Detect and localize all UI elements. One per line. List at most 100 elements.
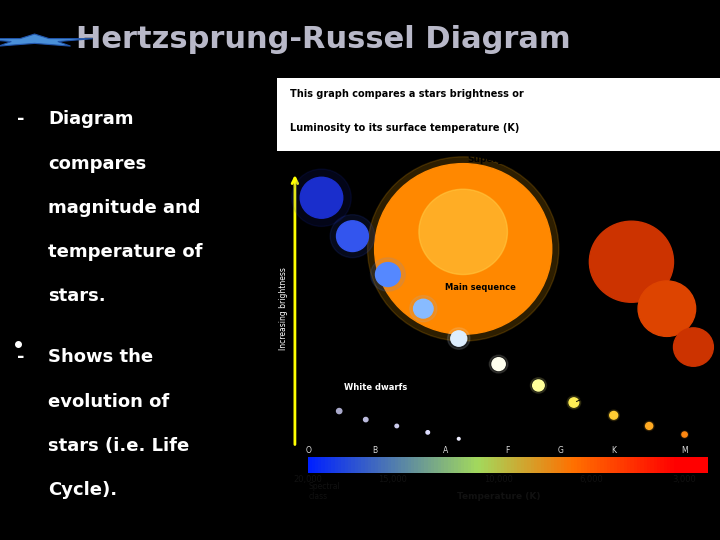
Text: stars (i.e. Life: stars (i.e. Life [48, 437, 189, 455]
Text: Spectral
class: Spectral class [308, 482, 340, 502]
Bar [650, 457, 654, 473]
Circle shape [610, 411, 618, 419]
Circle shape [646, 423, 653, 429]
Bar [518, 457, 521, 473]
Bar [388, 457, 392, 473]
Circle shape [376, 262, 400, 287]
Bar [613, 457, 618, 473]
Bar [372, 457, 376, 473]
Bar [382, 457, 385, 473]
Bar [624, 457, 628, 473]
Bar [700, 457, 704, 473]
Bar [405, 457, 409, 473]
Bar [654, 457, 658, 473]
Circle shape [682, 432, 687, 437]
Circle shape [367, 157, 559, 341]
Circle shape [336, 408, 342, 414]
Bar [531, 457, 535, 473]
Bar [444, 457, 449, 473]
Text: O: O [305, 446, 311, 455]
Bar [491, 457, 495, 473]
Circle shape [410, 295, 437, 322]
Circle shape [413, 299, 433, 318]
Bar [358, 457, 362, 473]
Bar [690, 457, 694, 473]
Bar [477, 457, 482, 473]
Text: 6,000: 6,000 [580, 475, 603, 484]
Text: 15,000: 15,000 [378, 475, 407, 484]
Bar [434, 457, 438, 473]
Bar [411, 457, 415, 473]
Bar [325, 457, 329, 473]
Text: 10,000: 10,000 [484, 475, 513, 484]
Bar [637, 457, 642, 473]
Bar [421, 457, 426, 473]
Text: Main sequence: Main sequence [446, 282, 516, 292]
Bar [534, 457, 539, 473]
Bar [508, 457, 512, 473]
Text: White dwarfs: White dwarfs [343, 383, 407, 392]
Bar [364, 457, 369, 473]
Bar [541, 457, 545, 473]
Bar [547, 457, 552, 473]
Bar [597, 457, 601, 473]
Bar [687, 457, 691, 473]
Text: B: B [372, 446, 377, 455]
Text: -: - [17, 348, 24, 367]
Bar [461, 457, 465, 473]
Text: Sun: Sun [577, 376, 636, 401]
Circle shape [374, 164, 552, 334]
Circle shape [608, 410, 619, 421]
Bar [664, 457, 667, 473]
Bar [424, 457, 428, 473]
Circle shape [292, 169, 351, 226]
Bar [644, 457, 648, 473]
Bar [567, 457, 572, 473]
Circle shape [681, 431, 688, 438]
Text: This graph compares a stars brightness or: This graph compares a stars brightness o… [290, 89, 524, 99]
Circle shape [457, 437, 460, 440]
Circle shape [300, 177, 343, 218]
Circle shape [395, 424, 399, 428]
Bar [557, 457, 562, 473]
Bar [570, 457, 575, 473]
Bar [348, 457, 352, 473]
Bar [398, 457, 402, 473]
Bar [378, 457, 382, 473]
Bar [408, 457, 412, 473]
Text: G: G [558, 446, 564, 455]
Bar [338, 457, 342, 473]
Text: 20,000: 20,000 [294, 475, 323, 484]
Text: Supergiants: Supergiants [468, 154, 529, 164]
Bar [527, 457, 531, 473]
Bar [590, 457, 595, 473]
Circle shape [567, 396, 581, 409]
Bar [438, 457, 442, 473]
Bar [451, 457, 455, 473]
Text: Giants: Giants [652, 217, 682, 226]
Bar [328, 457, 333, 473]
Bar [580, 457, 585, 473]
Text: F: F [505, 446, 510, 455]
Bar [677, 457, 681, 473]
Bar [312, 457, 316, 473]
Bar [474, 457, 479, 473]
Text: Cycle).: Cycle). [48, 481, 117, 499]
Bar [351, 457, 356, 473]
Bar [693, 457, 698, 473]
Bar [554, 457, 558, 473]
Bar [584, 457, 588, 473]
Bar [627, 457, 631, 473]
Bar [564, 457, 568, 473]
Bar [680, 457, 684, 473]
Bar [551, 457, 555, 473]
Circle shape [336, 221, 369, 252]
Bar [667, 457, 671, 473]
Text: A: A [443, 446, 448, 455]
Text: Temperature (K): Temperature (K) [457, 492, 540, 502]
FancyBboxPatch shape [277, 78, 720, 151]
Bar [600, 457, 605, 473]
Bar [670, 457, 675, 473]
Text: temperature of: temperature of [48, 243, 203, 261]
Circle shape [448, 328, 470, 349]
